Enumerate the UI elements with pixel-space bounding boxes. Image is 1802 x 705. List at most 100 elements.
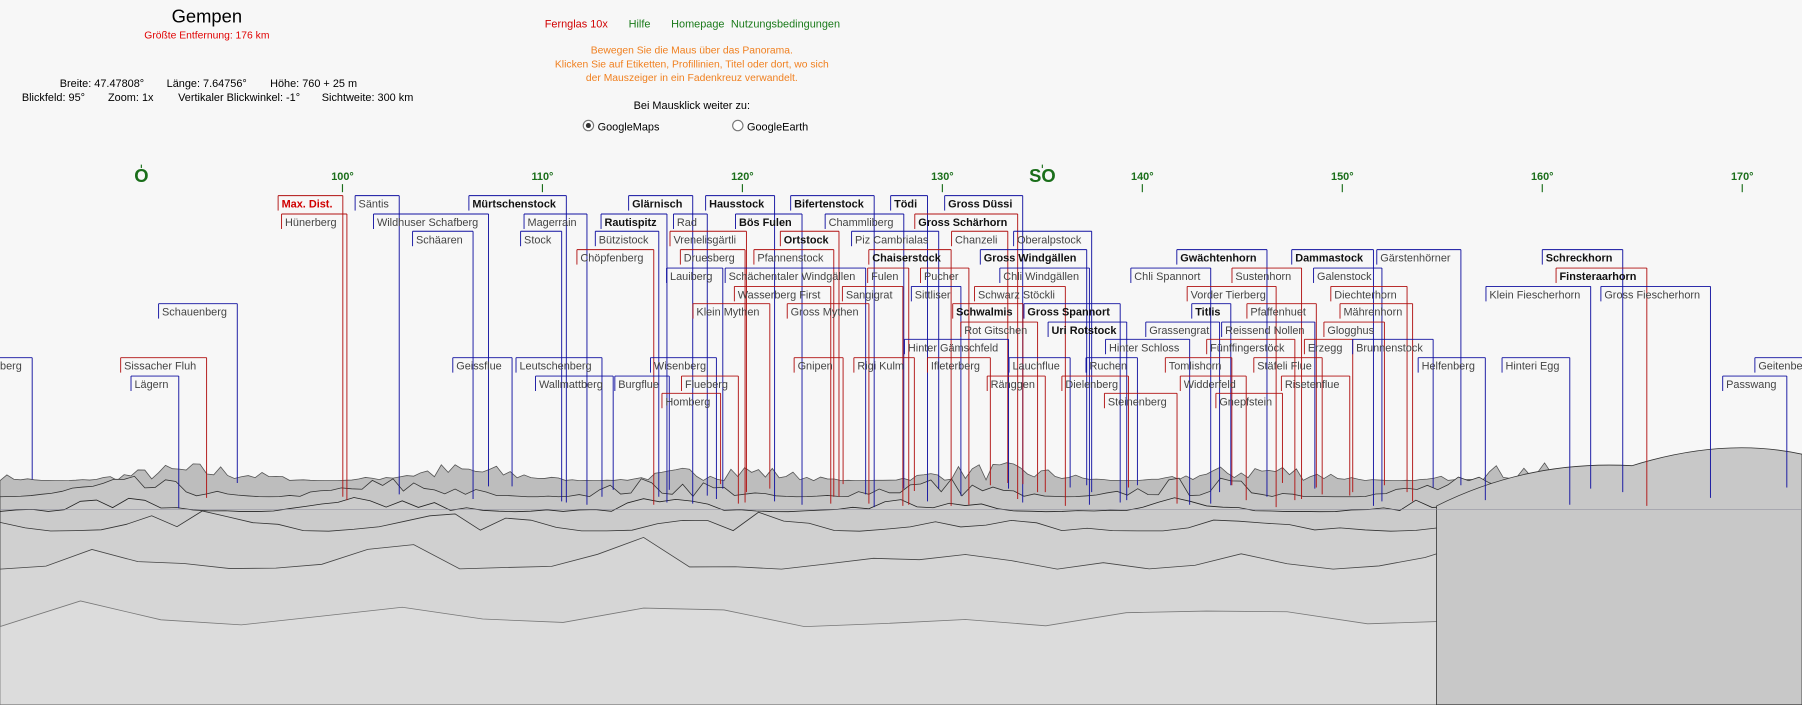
peak-label[interactable]: Stock xyxy=(524,234,552,246)
peak-label[interactable]: Schwarz Stöckli xyxy=(978,289,1055,301)
peak-label[interactable]: Magerrain xyxy=(527,217,576,229)
peak-label[interactable]: Wisenberg xyxy=(654,361,706,373)
peak-label[interactable]: Glärnisch xyxy=(632,199,682,211)
peak-label[interactable]: Vorder Tierberg xyxy=(1191,289,1266,301)
peak-label[interactable]: Schreckhorn xyxy=(1546,253,1613,265)
peak-label[interactable]: Hinter Gämschfeld xyxy=(908,342,998,354)
peak-label[interactable]: Burgflue xyxy=(618,379,659,391)
peak-label[interactable]: Fulen xyxy=(871,271,898,283)
peak-label[interactable]: Ruchen xyxy=(1089,361,1127,373)
peak-label[interactable]: Rad xyxy=(677,217,697,229)
peak-label[interactable]: Widderfeld xyxy=(1184,379,1236,391)
peak-label[interactable]: Uri Rotstock xyxy=(1052,325,1118,337)
nav-link[interactable]: Nutzungsbedingungen xyxy=(731,18,840,30)
peak-label[interactable]: Leutschenberg xyxy=(519,361,591,373)
nav-link[interactable]: Hilfe xyxy=(629,18,651,30)
peak-label[interactable]: Lauchflue xyxy=(1012,361,1059,373)
peak-label[interactable]: Gross Fiescherhorn xyxy=(1604,289,1700,301)
peak-label[interactable]: Oberalpstock xyxy=(1017,234,1082,246)
peak-label[interactable]: Gwächtenhorn xyxy=(1180,253,1256,265)
peak-label[interactable]: berg xyxy=(0,361,22,373)
peak-label[interactable]: Gross Windgällen xyxy=(984,253,1077,265)
peak-label[interactable]: Schauenberg xyxy=(162,307,227,319)
peak-label[interactable]: Chli Windgällen xyxy=(1003,271,1079,283)
peak-label[interactable]: Piz Cambrialas xyxy=(855,234,929,246)
peak-label[interactable]: Rot Gitschen xyxy=(964,325,1027,337)
peak-label[interactable]: Lägern xyxy=(134,379,168,391)
peak-label[interactable]: Vrenelisgärtli xyxy=(673,234,736,246)
peak-label[interactable]: Steinenberg xyxy=(1108,396,1167,408)
peak-label[interactable]: Wildhuser Schafberg xyxy=(377,217,478,229)
radio-label[interactable]: GoogleMaps xyxy=(598,122,660,134)
peak-label[interactable]: Flueberg xyxy=(685,379,728,391)
peak-label[interactable]: Gärstenhörner xyxy=(1380,253,1451,265)
peak-label[interactable]: Galenstock xyxy=(1317,271,1372,283)
peak-label[interactable]: Gnipen xyxy=(798,361,833,373)
peak-label[interactable]: Hausstock xyxy=(709,199,765,211)
peak-label[interactable]: Brunnenstock xyxy=(1356,342,1423,354)
peak-label[interactable]: Klein Mythen xyxy=(696,307,759,319)
peak-label[interactable]: Hinteri Egg xyxy=(1505,361,1559,373)
peak-label[interactable]: Klein Fiescherhorn xyxy=(1489,289,1580,301)
peak-label[interactable]: Rigi Kulm xyxy=(857,361,904,373)
peak-label[interactable]: Chöpfenberg xyxy=(580,253,643,265)
peak-label[interactable]: Ifleterberg xyxy=(931,361,980,373)
peak-label[interactable]: Sittliser xyxy=(915,289,951,301)
peak-label[interactable]: Grassengrat xyxy=(1149,325,1209,337)
peak-label[interactable]: Mürtschenstock xyxy=(472,199,557,211)
peak-label[interactable]: Gross Schärhorn xyxy=(918,217,1007,229)
nav-link[interactable]: Homepage xyxy=(671,18,724,30)
peak-label[interactable]: Helfenberg xyxy=(1422,361,1475,373)
peak-label[interactable]: Dielenberg xyxy=(1065,379,1118,391)
peak-label[interactable]: Bifertenstock xyxy=(794,199,865,211)
peak-label[interactable]: Titlis xyxy=(1195,307,1220,319)
peak-label[interactable]: Dammastock xyxy=(1295,253,1364,265)
peak-label[interactable]: Gnepfstein xyxy=(1219,396,1272,408)
peak-label[interactable]: Lauiberg xyxy=(670,271,712,283)
peak-label[interactable]: Chli Spannort xyxy=(1134,271,1200,283)
peak-label[interactable]: Ortstock xyxy=(784,234,830,246)
peak-label[interactable]: Chanzeli xyxy=(955,234,997,246)
peak-label[interactable]: Säntis xyxy=(359,199,390,211)
peak-label[interactable]: Diechterhorn xyxy=(1334,289,1396,301)
peak-label[interactable]: Tomlishorn xyxy=(1169,361,1222,373)
peak-label[interactable]: Schwalmis xyxy=(956,307,1012,319)
peak-label[interactable]: Geissflue xyxy=(456,361,501,373)
nav-link[interactable]: Fernglas 10x xyxy=(545,18,609,30)
peak-label[interactable]: Wasserberg First xyxy=(738,289,821,301)
peak-label[interactable]: Pfaffenhuet xyxy=(1250,307,1306,319)
peak-label[interactable]: Hinter Schloss xyxy=(1109,342,1180,354)
peak-label[interactable]: Bös Fulen xyxy=(739,217,792,229)
peak-label[interactable]: Gross Mythen xyxy=(791,307,859,319)
peak-label[interactable]: Finsteraarhorn xyxy=(1560,271,1637,283)
peak-label[interactable]: Hünerberg xyxy=(285,217,337,229)
peak-label[interactable]: Passwang xyxy=(1726,379,1776,391)
peak-label[interactable]: Gross Düssi xyxy=(948,199,1012,211)
peak-label[interactable]: Geitenberg xyxy=(1758,361,1802,373)
peak-label[interactable]: Chaiserstock xyxy=(872,253,941,265)
peak-label[interactable]: Gross Spannort xyxy=(1027,307,1110,319)
peak-label[interactable]: Chammliberg xyxy=(829,217,894,229)
peak-label[interactable]: Reissend Nollen xyxy=(1225,325,1304,337)
peak-label[interactable]: Erzegg xyxy=(1308,342,1343,354)
radio-label[interactable]: GoogleEarth xyxy=(747,122,808,134)
peak-label[interactable]: Pfannenstock xyxy=(757,253,824,265)
peak-label[interactable]: Mährenhorn xyxy=(1343,307,1402,319)
peak-label[interactable]: Fünffingerstöck xyxy=(1210,342,1285,354)
peak-label[interactable]: Schächentaler Windgällen xyxy=(729,271,856,283)
peak-label[interactable]: Risetenflue xyxy=(1285,379,1340,391)
peak-label[interactable]: Pucher xyxy=(924,271,959,283)
peak-label[interactable]: Stäfeli Flue xyxy=(1257,361,1312,373)
peak-label[interactable]: Sangigrat xyxy=(846,289,893,301)
peak-label[interactable]: Max. Dist. xyxy=(282,199,333,211)
peak-label[interactable]: Glogghus xyxy=(1327,325,1374,337)
peak-label[interactable]: Tödi xyxy=(894,199,917,211)
peak-label[interactable]: Ränggen xyxy=(991,379,1035,391)
peak-label[interactable]: Homberg xyxy=(665,396,710,408)
radio-button[interactable] xyxy=(732,119,744,132)
peak-label[interactable]: Wallmattberg xyxy=(539,379,603,391)
title[interactable]: Gempen xyxy=(172,5,242,26)
peak-label[interactable]: Sustenhorn xyxy=(1235,271,1291,283)
peak-label[interactable]: Sissacher Fluh xyxy=(124,361,196,373)
peak-label[interactable]: Schäaren xyxy=(416,234,463,246)
